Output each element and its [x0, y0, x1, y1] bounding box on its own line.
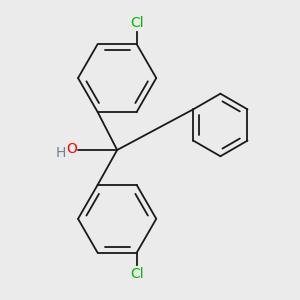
Text: Cl: Cl: [130, 267, 143, 281]
Text: O: O: [66, 142, 77, 156]
Text: Cl: Cl: [130, 16, 143, 30]
Text: H: H: [56, 146, 66, 160]
